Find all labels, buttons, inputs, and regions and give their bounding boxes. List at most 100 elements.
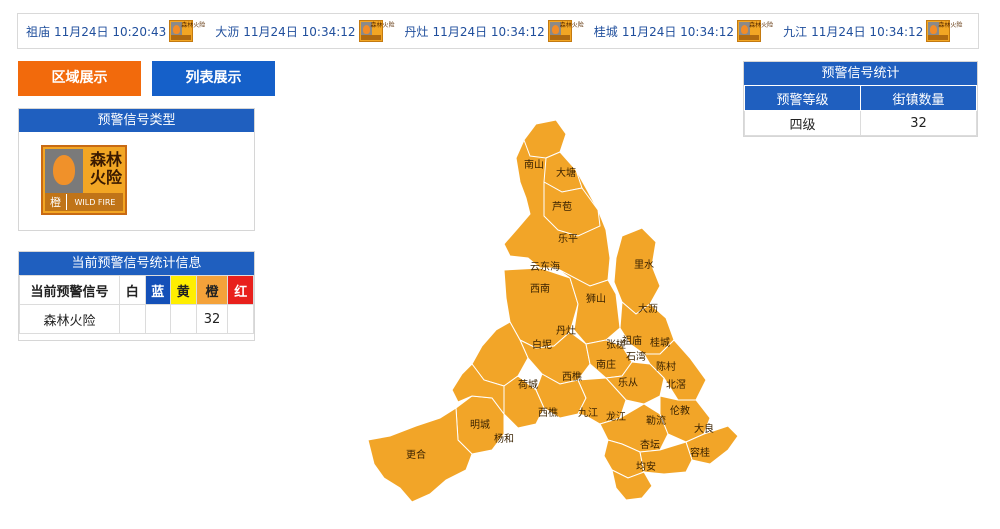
map-region[interactable] (611, 469, 653, 501)
header-orange: 橙 (195, 275, 229, 305)
mini-icon-text: 森林火险 (749, 22, 774, 29)
cell-white (119, 304, 146, 334)
header-level: 预警等级 (744, 85, 861, 111)
map-label: 杏坛 (640, 438, 660, 451)
map-label: 北滘 (666, 379, 686, 391)
ticker-time: 11月24日 10:34:12 (243, 24, 356, 39)
icon-english: WILD FIRE (74, 197, 116, 207)
forest-fire-orange-icon: 森林火险 (926, 20, 963, 42)
map-label: 明城 (470, 419, 490, 431)
map-label: 乐从 (618, 377, 638, 389)
map-regions (367, 119, 739, 503)
map-label: 里水 (634, 259, 654, 271)
map-label: 龙江 (606, 410, 626, 423)
map-label: 石湾 (626, 350, 646, 363)
map-label: 西南 (530, 282, 550, 295)
map-region[interactable] (685, 425, 739, 465)
map-label: 南庄 (596, 358, 616, 371)
ticker-item[interactable]: 祖庙 11月24日 10:20:43 森林火险 (26, 20, 206, 42)
table-row[interactable]: 森林火险 32 (19, 304, 254, 334)
ticker-item[interactable]: 丹灶 11月24日 10:34:12 森林火险 (404, 20, 584, 42)
cell-signal: 森林火险 (19, 304, 120, 334)
cell-orange[interactable]: 32 (195, 304, 229, 334)
current-stats-panel: 当前预警信号统计信息 当前预警信号 白 蓝 黄 橙 红 森林火险 32 (18, 251, 255, 341)
ticker-time: 11月24日 10:20:43 (54, 24, 167, 39)
ticker-town: 丹灶 (404, 24, 429, 39)
map-label: 大良 (694, 422, 714, 435)
table-header-row: 当前预警信号 白 蓝 黄 橙 红 (19, 275, 254, 305)
ticker-item[interactable]: 九江 11月24日 10:34:12 森林火险 (783, 20, 963, 42)
header-signal: 当前预警信号 (19, 275, 120, 305)
map-region[interactable] (643, 339, 707, 401)
cell-level: 四级 (744, 110, 861, 136)
forest-fire-orange-icon: 森林火险 (547, 20, 584, 42)
map-label: 杨和 (494, 432, 514, 445)
ticker-item[interactable]: 大沥 11月24日 10:34:12 森林火险 (215, 20, 395, 42)
map-label: 白坭 (532, 338, 552, 351)
map-region[interactable] (543, 181, 601, 237)
map-region[interactable] (451, 363, 505, 416)
map-label: 容桂 (690, 446, 710, 459)
table-row[interactable]: 四级 32 (744, 110, 977, 136)
ticker-town: 祖庙 (26, 24, 51, 39)
ticker-town: 九江 (783, 24, 808, 39)
forest-fire-orange-icon[interactable]: 森林 火险 橙 WILD FIRE (41, 145, 127, 215)
map-label: 南山 (524, 158, 544, 171)
warning-level-stats-title: 预警信号统计 (744, 62, 977, 85)
map-label: 西樵 (562, 370, 582, 383)
mini-icon-text: 森林火险 (938, 22, 963, 29)
icon-level: 橙 (45, 194, 67, 210)
current-stats-table: 当前预警信号 白 蓝 黄 橙 红 森林火险 32 (19, 275, 254, 334)
map-label: 大沥 (638, 302, 658, 315)
map-label: 勒流 (646, 414, 666, 427)
map-label: 陈村 (656, 360, 676, 373)
map-region[interactable] (613, 227, 661, 315)
map-label: 芦苞 (552, 200, 572, 213)
forest-fire-orange-icon: 森林火险 (358, 20, 395, 42)
map-region[interactable] (639, 441, 693, 475)
map-label: 乐平 (558, 233, 578, 245)
icon-text-line1: 森林 (89, 150, 122, 169)
mini-icon-text: 森林火险 (559, 22, 584, 29)
ticker-town: 大沥 (215, 24, 240, 39)
header-yellow: 黄 (170, 275, 197, 305)
ticker-town: 桂城 (593, 24, 618, 39)
icon-text-line2: 火险 (89, 168, 122, 187)
warning-level-table: 预警等级 街镇数量 四级 32 (744, 85, 977, 136)
map-label: 丹灶 (556, 324, 576, 337)
warning-ticker: 祖庙 11月24日 10:20:43 森林火险 大沥 11月24日 10:34:… (17, 13, 979, 49)
map-label: 祖庙 (622, 334, 642, 347)
cell-yellow (170, 304, 197, 334)
cell-count: 32 (860, 110, 977, 136)
map-region[interactable] (503, 375, 545, 429)
map-label: 九江 (578, 407, 598, 419)
signal-type-title: 预警信号类型 (19, 109, 254, 132)
signal-type-panel: 预警信号类型 森林 火险 橙 WILD FIRE (18, 108, 255, 231)
map-label: 荷城 (518, 379, 538, 391)
mini-icon-text: 森林火险 (181, 22, 206, 29)
header-white: 白 (119, 275, 146, 305)
warning-level-stats-panel: 预警信号统计 预警等级 街镇数量 四级 32 (743, 61, 978, 137)
ticker-item[interactable]: 桂城 11月24日 10:34:12 森林火险 (593, 20, 774, 42)
flame-icon (53, 155, 75, 185)
map-label: 狮山 (586, 292, 606, 305)
region-map[interactable]: 南山 大塘 芦苞 乐平 云东海 里水 西南 狮山 大沥 丹灶 白坭 张槎 祖庙 … (360, 118, 750, 508)
map-label: 大塘 (556, 166, 576, 179)
area-view-button[interactable]: 区域展示 (18, 61, 141, 96)
cell-blue (144, 304, 171, 334)
map-region[interactable] (367, 407, 473, 503)
ticker-time: 11月24日 10:34:12 (621, 24, 735, 39)
header-blue: 蓝 (144, 275, 171, 305)
table-header-row: 预警等级 街镇数量 (744, 85, 977, 111)
cell-red (227, 304, 254, 334)
forest-fire-orange-icon: 森林火险 (737, 20, 774, 42)
map-label: 云东海 (530, 260, 560, 273)
map-labels: 南山 大塘 芦苞 乐平 云东海 里水 西南 狮山 大沥 丹灶 白坭 张槎 祖庙 … (406, 158, 714, 473)
map-label: 桂城 (650, 336, 670, 349)
list-view-button[interactable]: 列表展示 (152, 61, 275, 96)
ticker-time: 11月24日 10:34:12 (811, 24, 924, 39)
map-label: 张槎 (606, 338, 626, 351)
current-stats-title: 当前预警信号统计信息 (19, 252, 254, 275)
region-map-svg[interactable]: 南山 大塘 芦苞 乐平 云东海 里水 西南 狮山 大沥 丹灶 白坭 张槎 祖庙 … (360, 118, 750, 508)
forest-fire-orange-icon: 森林火险 (169, 20, 206, 42)
